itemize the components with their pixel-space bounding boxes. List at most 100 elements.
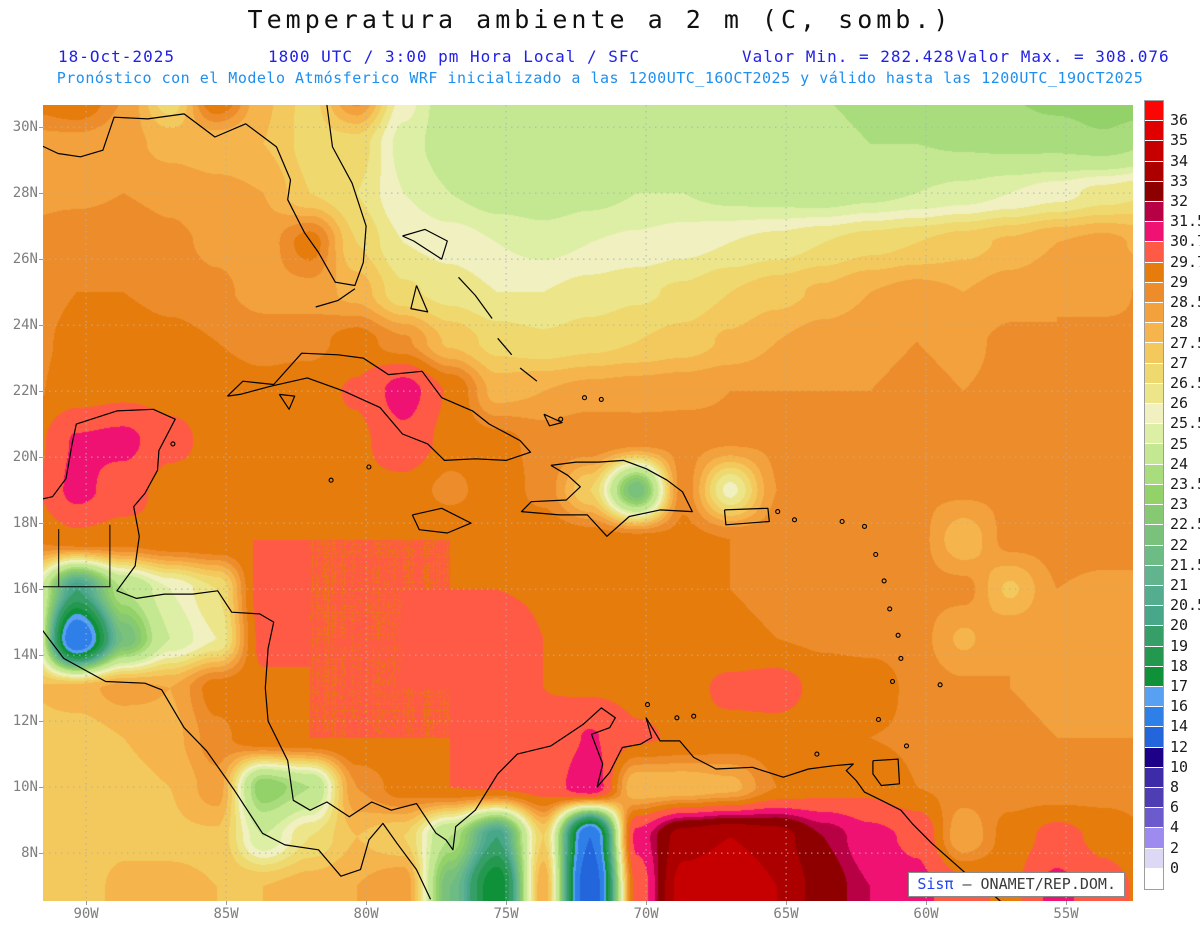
colorbar-tick-label: 24	[1170, 454, 1189, 473]
lat-axis-label: 22N	[12, 383, 38, 400]
temperature-field-canvas	[43, 105, 1133, 901]
small-island	[791, 517, 798, 523]
colorbar-tick-label: 32	[1170, 192, 1189, 210]
lat-axis-label: 20N	[12, 449, 38, 466]
colorbar-tick-label: 26	[1170, 394, 1189, 413]
lat-axis-tick	[39, 259, 43, 261]
colorbar-tick-label: 27.5	[1170, 333, 1200, 352]
lon-axis-label: 70W	[633, 906, 659, 922]
lat-axis-label: 28N	[12, 185, 38, 202]
small-island	[674, 715, 680, 721]
colorbar-segment	[1145, 161, 1163, 181]
coastline	[519, 367, 538, 382]
colorbar-segment	[1145, 848, 1163, 868]
lat-axis-tick	[39, 523, 43, 525]
map-overlay	[43, 105, 1133, 901]
small-island	[691, 713, 697, 719]
credit-box: Sisπ – ONAMET/REP.DOM.	[908, 872, 1125, 897]
lat-axis-tick	[39, 127, 43, 129]
lat-axis-label: 26N	[12, 251, 38, 268]
small-island	[887, 606, 893, 612]
small-island	[170, 441, 176, 447]
coastline	[43, 105, 367, 287]
colorbar-segment	[1145, 868, 1163, 888]
lat-axis-label: 12N	[12, 713, 38, 730]
colorbar-tick-label: 26.5	[1170, 373, 1200, 392]
colorbar-tick-label: 28	[1170, 313, 1189, 332]
colorbar-tick-label: 12	[1170, 737, 1189, 756]
small-island	[873, 551, 879, 558]
colorbar-segment	[1145, 646, 1163, 666]
colorbar-tick-label: 10	[1170, 757, 1189, 776]
colorbar-tick-label: 29.7	[1170, 252, 1200, 271]
small-island	[937, 682, 943, 688]
coastline	[520, 459, 693, 537]
small-island	[861, 523, 868, 529]
colorbar-segment	[1145, 363, 1163, 383]
colorbar-tick-label: 0	[1170, 858, 1180, 877]
colorbar-segment	[1145, 404, 1163, 424]
colorbar-segment	[1145, 282, 1163, 303]
colorbar-tick-label: 17	[1170, 676, 1189, 695]
lon-axis-label: 60W	[913, 906, 939, 922]
lat-axis-tick	[39, 853, 43, 855]
lon-axis-tick	[926, 901, 928, 905]
lat-axis-label: 8N	[21, 845, 38, 862]
colorbar-tick-label: 30.7	[1170, 232, 1200, 251]
lon-axis-tick	[506, 901, 508, 905]
small-island	[889, 678, 896, 685]
colorbar-tick-label: 2	[1170, 838, 1180, 857]
colorbar-segment	[1145, 141, 1163, 161]
colorbar-segment	[1145, 323, 1163, 343]
colorbar-tick-label: 20	[1170, 616, 1189, 635]
lon-axis-tick	[366, 901, 368, 905]
forecast-time-line: 1800 UTC / 3:00 pm Hora Local / SFC	[268, 47, 641, 66]
forecast-date: 18-Oct-2025	[58, 47, 175, 66]
colorbar-tick-label: 33	[1170, 171, 1189, 190]
lon-axis-label: 65W	[773, 906, 799, 922]
colorbar-segment	[1145, 464, 1163, 484]
lat-axis-tick	[39, 589, 43, 591]
lat-axis-tick	[39, 457, 43, 459]
small-island	[895, 632, 901, 638]
page-title: Temperatura ambiente a 2 m (C, somb.)	[247, 5, 953, 34]
coastline	[497, 337, 513, 356]
lon-axis-label: 90W	[73, 906, 99, 922]
colorbar-segment	[1145, 303, 1163, 323]
colorbar-tick-label: 21	[1170, 575, 1189, 594]
colorbar-segment	[1145, 727, 1163, 747]
lat-axis-tick	[39, 721, 43, 723]
coastline	[543, 413, 563, 427]
small-island	[644, 702, 651, 708]
coastline	[458, 276, 493, 319]
colorbar-segment	[1145, 686, 1163, 707]
colorbar-tick-label: 16	[1170, 697, 1189, 716]
colorbar-segment	[1145, 808, 1163, 828]
colorbar-segment	[1145, 343, 1163, 363]
lat-axis-label: 24N	[12, 317, 38, 334]
colorbar-tick-label: 14	[1170, 717, 1189, 736]
small-island	[366, 464, 372, 470]
lat-axis-label: 18N	[12, 515, 38, 532]
colorbar-tick-label: 34	[1170, 151, 1189, 170]
colorbar-tick-label: 19	[1170, 636, 1189, 655]
colorbar-segment	[1145, 262, 1163, 282]
colorbar-segment	[1145, 585, 1163, 606]
colorbar-segment	[1145, 424, 1163, 444]
coastline	[410, 285, 429, 313]
lon-axis-label: 55W	[1053, 906, 1079, 922]
lon-axis-label: 80W	[353, 906, 379, 922]
colorbar-tick-label: 8	[1170, 778, 1180, 796]
colorbar-tick-label: 28.5	[1170, 293, 1200, 312]
small-island	[898, 655, 904, 661]
small-island	[903, 743, 910, 749]
lon-axis-tick	[646, 901, 648, 905]
lon-axis-tick	[86, 901, 88, 905]
valor-min-label: Valor Min. = 282.428	[742, 47, 955, 66]
coastline	[723, 507, 770, 526]
colorbar-segment	[1145, 626, 1163, 646]
colorbar-segment	[1145, 484, 1163, 505]
colorbar-tick-label: 21.5	[1170, 555, 1200, 574]
small-island	[598, 396, 604, 402]
colorbar-segment	[1145, 545, 1163, 565]
